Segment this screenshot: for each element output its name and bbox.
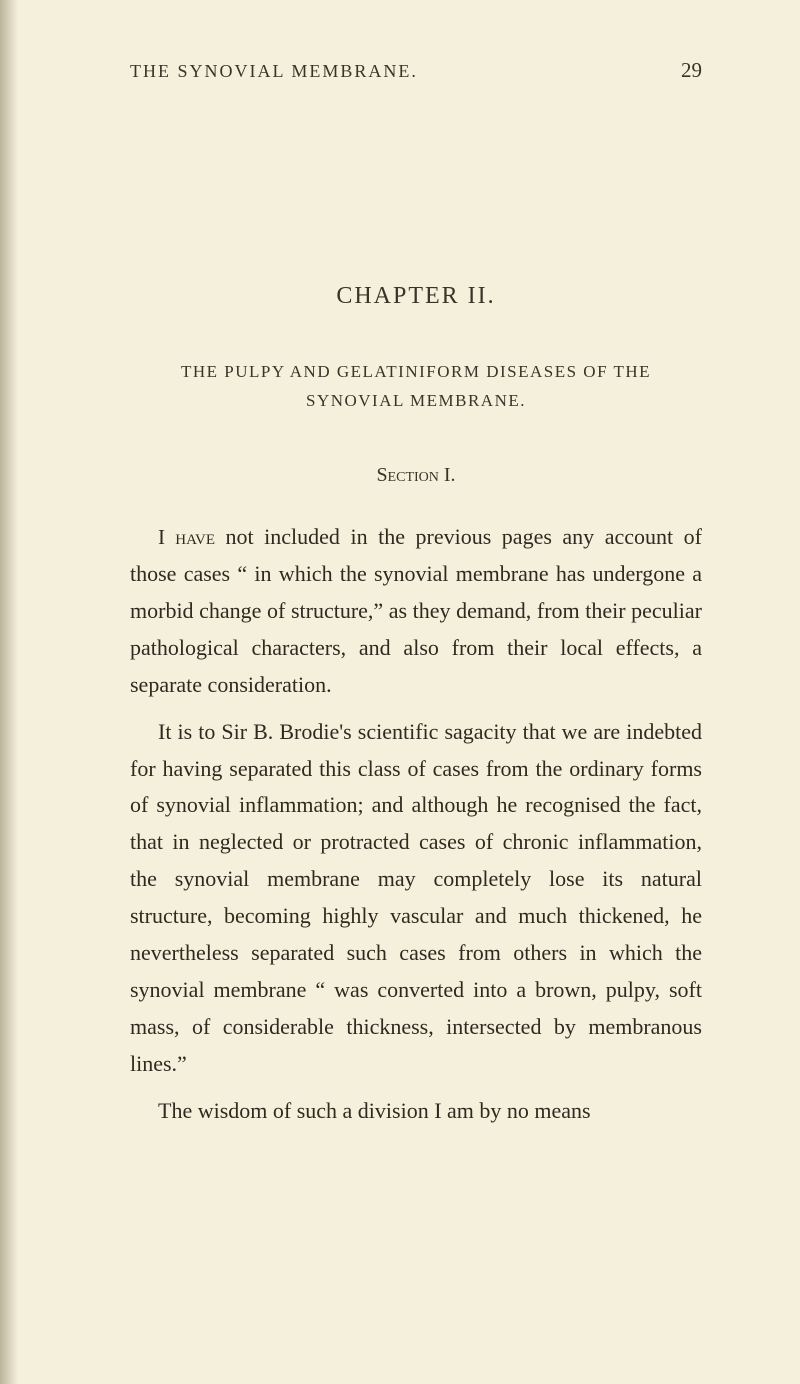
page-container: THE SYNOVIAL MEMBRANE. 29 CHAPTER II. TH…	[0, 0, 800, 1384]
chapter-title: CHAPTER II.	[130, 283, 702, 310]
paragraph-3: The wisdom of such a division I am by no…	[130, 1093, 702, 1130]
subtitle-line-1: THE PULPY AND GELATINIFORM DISEASES OF T…	[130, 358, 702, 387]
running-head: THE SYNOVIAL MEMBRANE.	[130, 61, 418, 82]
section-label: Section I.	[130, 464, 702, 487]
subtitle-line-2: SYNOVIAL MEMBRANE.	[130, 387, 702, 416]
paragraph-1-lead: I have	[158, 525, 215, 549]
paragraph-1: I have not included in the previous page…	[130, 519, 702, 704]
chapter-subtitle: THE PULPY AND GELATINIFORM DISEASES OF T…	[130, 358, 702, 416]
header-line: THE SYNOVIAL MEMBRANE. 29	[130, 58, 702, 83]
paragraph-2: It is to Sir B. Brodie's scientific saga…	[130, 714, 702, 1084]
page-number: 29	[681, 58, 702, 83]
paragraph-1-rest: not included in the previous pages any a…	[130, 524, 702, 697]
